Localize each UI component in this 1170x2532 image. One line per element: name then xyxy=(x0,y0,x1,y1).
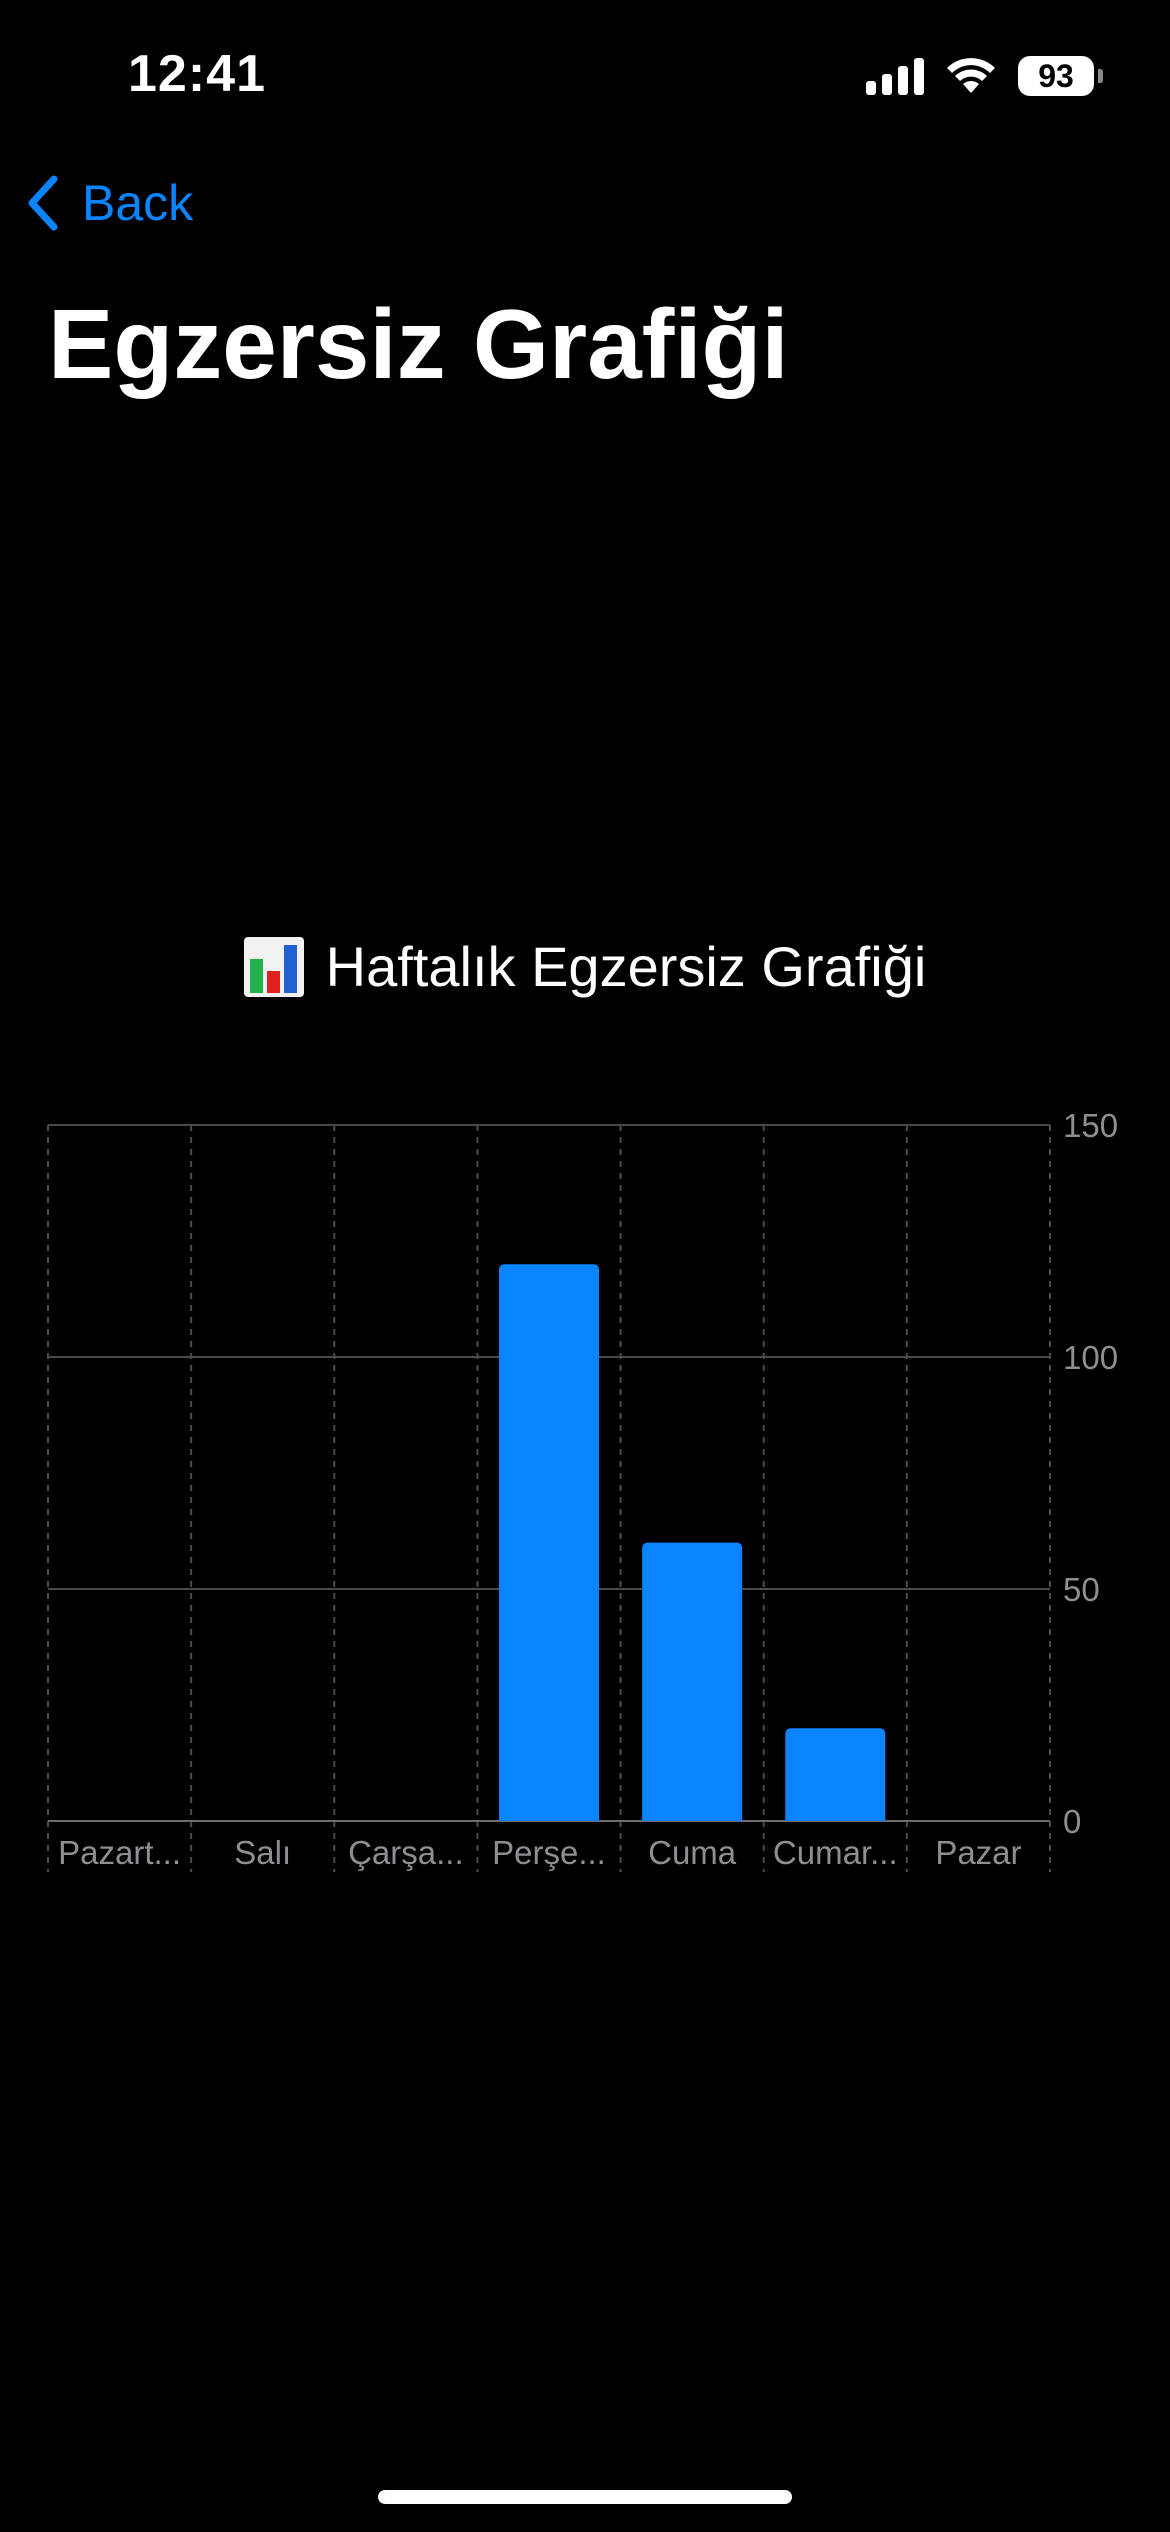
page-title: Egzersiz Grafiği xyxy=(48,289,789,399)
x-tick-label: Pazar xyxy=(935,1834,1021,1871)
bar-chart-emoji-icon xyxy=(243,936,304,997)
x-tick-label: Cuma xyxy=(648,1834,737,1871)
battery-icon: 93 xyxy=(1018,56,1103,96)
y-axis-ticks: 0 50 100 150 xyxy=(1063,1107,1118,1840)
bar-4 xyxy=(642,1542,743,1821)
x-tick-label: Salı xyxy=(234,1834,291,1871)
chevron-left-icon xyxy=(28,175,58,231)
y-tick-label: 100 xyxy=(1063,1339,1118,1376)
x-tick-label: Çarşa... xyxy=(348,1834,464,1871)
status-time: 12:41 xyxy=(128,45,266,103)
back-button[interactable]: Back xyxy=(26,174,193,232)
status-bar: 12:41 93 xyxy=(0,0,1170,150)
battery-tip xyxy=(1098,69,1103,83)
wifi-icon xyxy=(946,57,996,95)
bar-5 xyxy=(785,1728,886,1821)
chart-bars xyxy=(499,1264,886,1821)
x-tick-label: Cumar... xyxy=(773,1834,898,1871)
home-indicator xyxy=(378,2490,792,2504)
signal-icon xyxy=(866,57,924,95)
x-tick-label: Pazart... xyxy=(58,1834,181,1871)
battery-level: 93 xyxy=(1038,57,1074,94)
chart-title: Haftalık Egzersiz Grafiği xyxy=(0,934,1170,999)
status-icons: 93 xyxy=(866,56,1103,96)
x-tick-label: Perşe... xyxy=(492,1834,606,1871)
back-label: Back xyxy=(82,175,194,231)
chart-title-text: Haftalık Egzersiz Grafiği xyxy=(325,935,927,998)
x-axis-ticks: Pazart... Salı Çarşa... Perşe... Cuma Cumar..… xyxy=(58,1834,1021,1871)
bar-3 xyxy=(499,1264,599,1821)
y-tick-label: 150 xyxy=(1063,1107,1118,1144)
y-tick-label: 50 xyxy=(1063,1571,1100,1608)
y-tick-label: 0 xyxy=(1063,1803,1081,1840)
